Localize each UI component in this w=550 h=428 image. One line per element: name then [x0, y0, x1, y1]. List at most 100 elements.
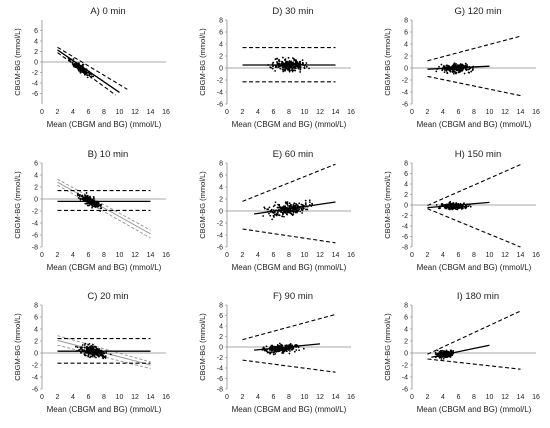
limit-of-agreement-line — [427, 310, 521, 355]
data-point — [434, 351, 437, 354]
data-point — [284, 205, 286, 208]
data-point — [311, 202, 313, 205]
y-tick-label: -4 — [402, 90, 408, 97]
data-point — [96, 354, 99, 357]
data-point — [88, 204, 91, 206]
bias-line — [427, 201, 490, 209]
data-point — [470, 70, 473, 73]
x-axis-label: Mean (CBGM and BG) (mmol/L) — [232, 120, 347, 129]
data-point — [451, 203, 454, 206]
y-tick-label: 0 — [34, 60, 38, 67]
data-point — [272, 351, 275, 354]
data-point — [81, 69, 84, 72]
data-point — [459, 64, 462, 67]
y-tick-label: 4 — [34, 39, 38, 46]
data-point — [267, 208, 270, 211]
x-tick-label: 6 — [272, 252, 276, 259]
data-point — [291, 70, 294, 73]
y-tick-label: -4 — [32, 375, 38, 382]
x-tick-label: 12 — [131, 394, 139, 401]
y-tick-label: 2 — [34, 49, 38, 56]
data-point — [298, 202, 301, 205]
y-tick-label: 2 — [219, 197, 223, 204]
data-point — [278, 214, 281, 217]
data-point — [468, 71, 471, 74]
bias-line — [427, 65, 490, 70]
y-tick-label: -6 — [32, 233, 38, 240]
y-tick-label: 0 — [34, 197, 38, 204]
data-point — [288, 60, 291, 63]
y-tick-label: 0 — [404, 66, 408, 73]
data-point — [276, 206, 279, 209]
x-tick-label: 16 — [532, 394, 540, 401]
data-point — [448, 207, 451, 210]
data-point — [292, 211, 295, 214]
data-point — [263, 349, 266, 352]
data-point — [308, 67, 310, 70]
data-point — [452, 70, 455, 73]
x-tick-label: 14 — [517, 109, 525, 116]
x-tick-label: 10 — [301, 394, 309, 401]
y-tick-label: -4 — [217, 90, 223, 97]
data-point — [297, 67, 300, 70]
data-point — [294, 59, 297, 62]
data-point — [270, 349, 273, 351]
x-tick-label: 4 — [71, 394, 75, 401]
bias-line — [431, 344, 490, 358]
y-axis-label: CBGM-BG (mmol/L) — [13, 171, 22, 239]
x-tick-label: 12 — [501, 252, 509, 259]
x-tick-label: 4 — [71, 252, 75, 259]
data-point — [91, 355, 93, 358]
data-point — [299, 71, 302, 73]
y-tick-label: -2 — [402, 78, 408, 85]
data-point — [285, 347, 288, 350]
data-point — [96, 201, 99, 204]
data-point — [285, 67, 288, 70]
y-tick-label: -6 — [217, 102, 223, 109]
data-point — [86, 204, 89, 207]
data-point — [453, 62, 456, 65]
data-point — [290, 62, 293, 65]
data-point — [96, 353, 99, 355]
x-tick-label: 16 — [162, 394, 170, 401]
data-point — [78, 69, 80, 72]
data-point — [83, 353, 86, 355]
data-point — [269, 351, 272, 354]
data-point — [86, 71, 89, 74]
data-point — [81, 194, 83, 197]
data-point — [87, 74, 89, 77]
data-point — [83, 73, 86, 76]
data-point — [93, 355, 96, 358]
x-tick-label: 14 — [147, 252, 155, 259]
x-tick-label: 10 — [301, 109, 309, 116]
data-point — [294, 65, 297, 68]
data-point — [439, 207, 441, 210]
y-tick-label: 8 — [34, 303, 38, 310]
data-point — [272, 353, 275, 356]
data-point — [305, 208, 307, 211]
data-point — [90, 351, 92, 354]
x-tick-label: 6 — [457, 109, 461, 116]
data-point — [288, 68, 291, 70]
y-tick-label: -4 — [402, 224, 408, 231]
data-point — [95, 356, 97, 359]
data-point — [461, 205, 464, 207]
data-point — [284, 59, 287, 62]
x-tick-label: 16 — [347, 109, 355, 116]
y-tick-label: -8 — [217, 387, 223, 394]
data-point — [268, 212, 270, 215]
chart-title: D) 30 min — [272, 6, 313, 17]
data-point — [90, 345, 93, 347]
x-tick-label: 2 — [56, 252, 60, 259]
data-point — [441, 204, 444, 207]
y-tick-label: 8 — [404, 303, 408, 310]
data-point — [456, 69, 459, 71]
data-point — [458, 206, 461, 209]
data-point — [454, 71, 457, 74]
chart-panel: F) 90 min -8 -6 -4 -2 0 2 4 6 8 0 2 4 6 8 10 12 14 16Mean … — [198, 291, 355, 414]
x-tick-label: 14 — [517, 394, 525, 401]
x-axis-label: Mean (CBGM and BG) (mmol/L) — [417, 120, 532, 129]
data-point — [469, 205, 472, 208]
data-point — [274, 352, 277, 355]
